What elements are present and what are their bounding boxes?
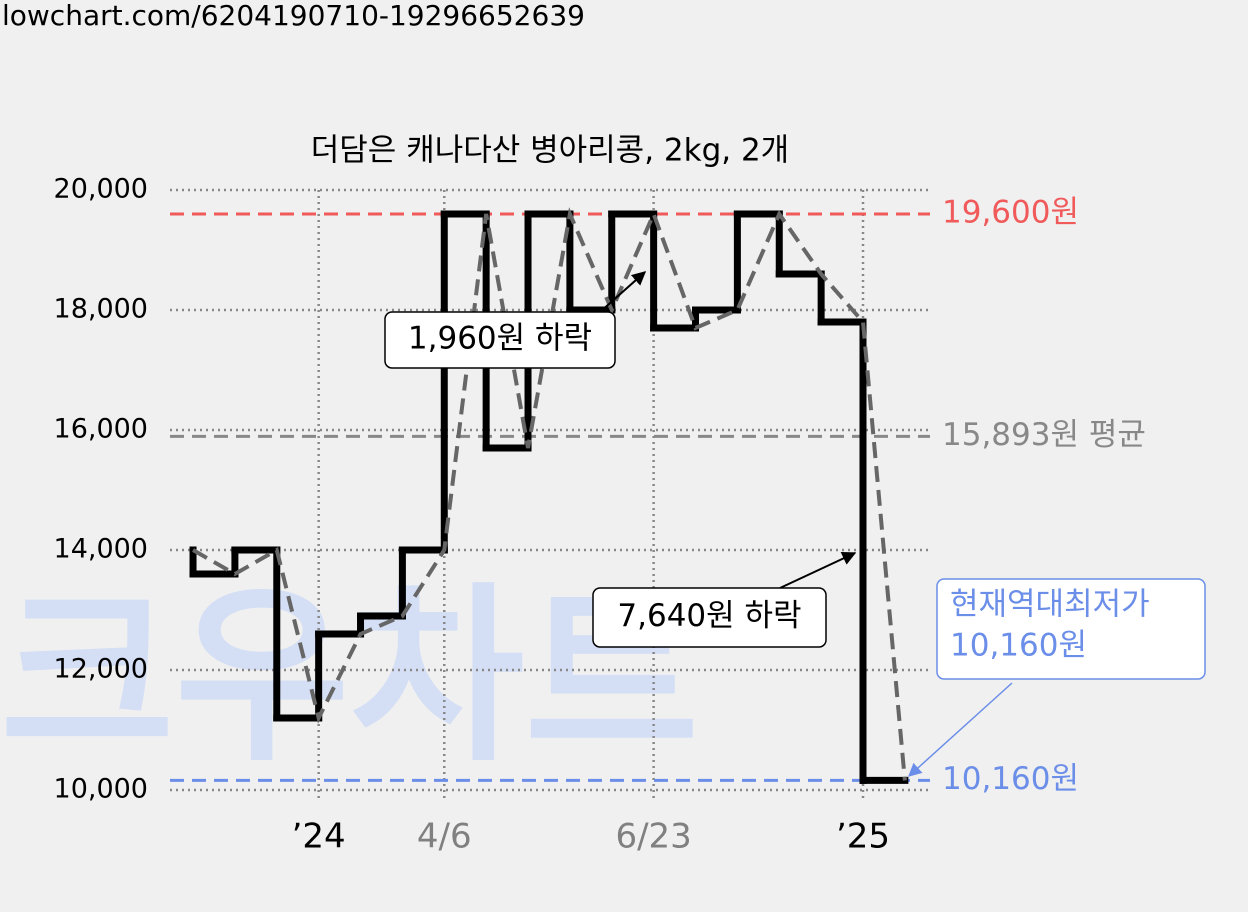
reference-label: 10,160원 [942,761,1079,797]
annotation-text: 10,160원 [950,628,1087,664]
x-tick-label: ’25 [836,817,890,857]
x-tick-label: 4/6 [417,817,472,857]
y-tick-label: 20,000 [54,174,148,205]
chart-title: 더담은 캐나다산 병아리콩, 2kg, 2개 [311,133,789,169]
y-tick-label: 10,000 [54,774,148,805]
annotation-text: 현재역대최저가 [950,587,1150,623]
reference-label: 15,893원 평균 [942,417,1146,453]
x-tick-label: ’24 [292,817,346,857]
annotation-box [592,587,827,648]
annotation-arrow [599,271,647,313]
reference-label: 19,600원 [942,195,1079,231]
annotation-box [384,311,616,369]
annotation-text: 1,960원 하락 [408,321,592,357]
y-tick-label: 12,000 [54,654,148,685]
annotation-arrow [779,551,857,589]
annotation-arrow [907,682,1013,777]
x-tick-label: 6/23 [615,817,691,857]
watermark: 크우차트 [0,566,699,787]
annotation-text: 7,640원 하락 [617,598,801,634]
y-tick-label: 14,000 [54,534,148,565]
source-url: lowchart.com/6204190710-19296652639 [2,0,585,32]
y-tick-label: 16,000 [54,414,148,445]
y-tick-label: 18,000 [54,294,148,325]
annotation-box [936,578,1206,680]
